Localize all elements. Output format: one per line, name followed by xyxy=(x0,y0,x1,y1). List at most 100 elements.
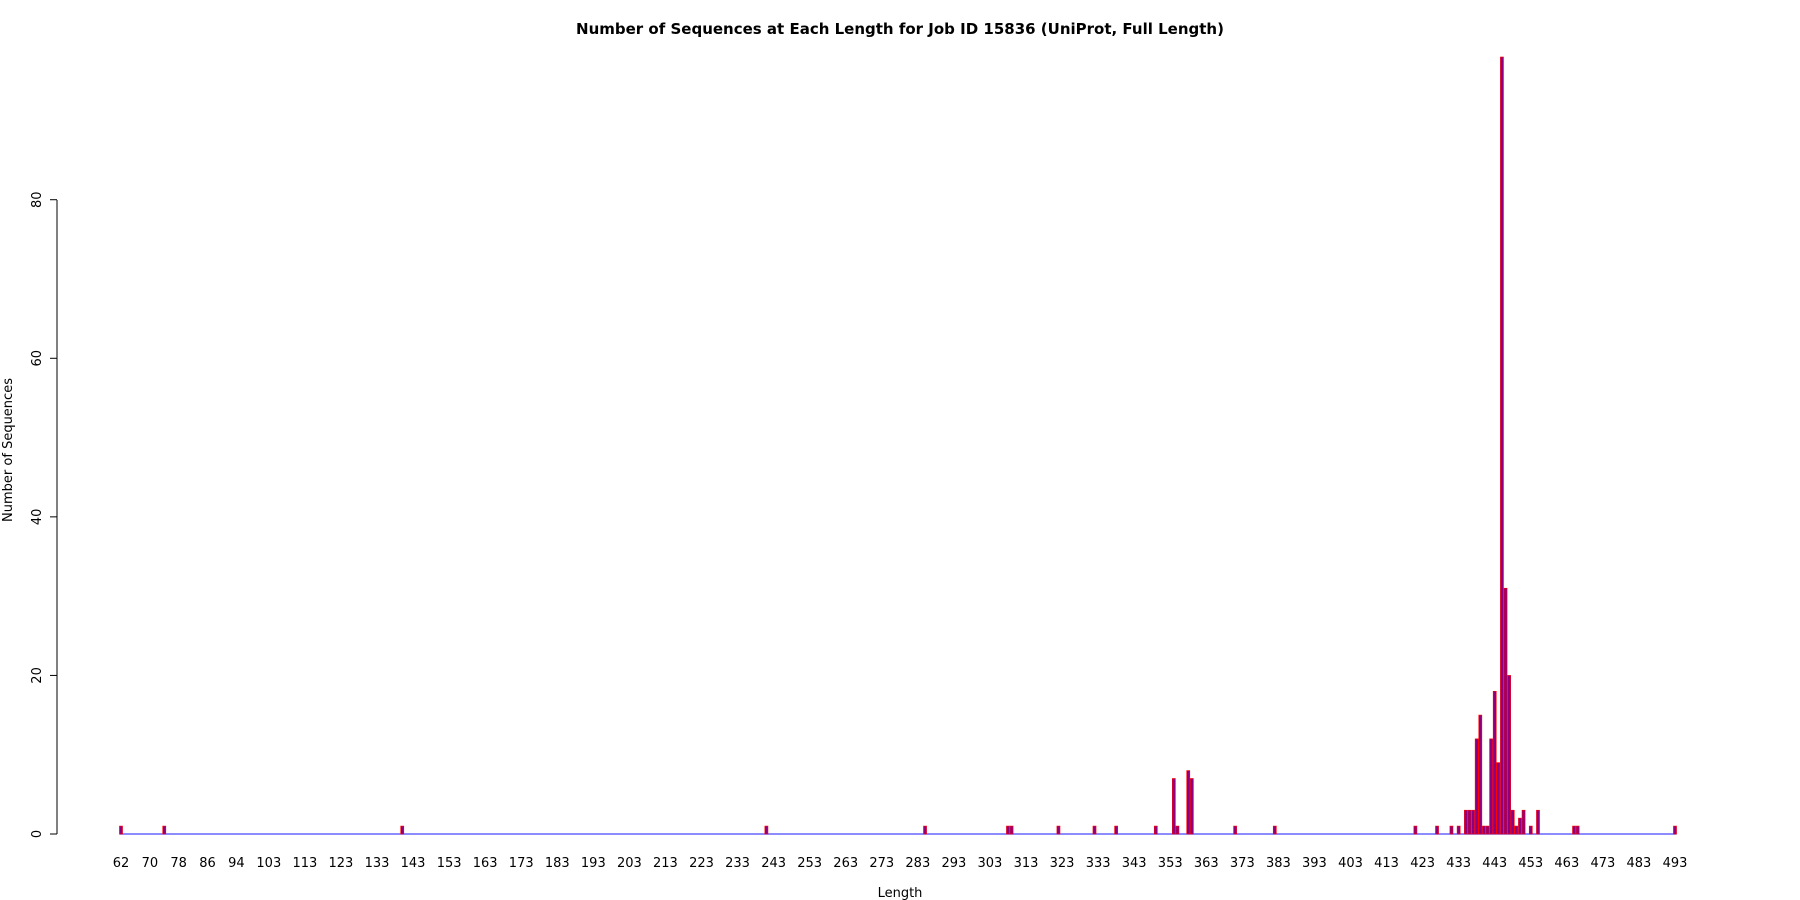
bar xyxy=(1456,825,1461,835)
bar xyxy=(1233,825,1237,835)
bar xyxy=(1153,825,1158,835)
x-tick-label: 303 xyxy=(978,856,1003,871)
x-tick-label: 403 xyxy=(1338,856,1363,871)
x-tick-label: 383 xyxy=(1266,856,1291,871)
bar xyxy=(1092,825,1097,835)
bar xyxy=(1471,809,1475,835)
bar xyxy=(1175,825,1180,835)
x-tick-label: 133 xyxy=(365,856,390,871)
x-tick-label: 463 xyxy=(1554,856,1579,871)
bar xyxy=(400,825,405,835)
bar xyxy=(1413,825,1418,835)
x-tick-label: 343 xyxy=(1122,856,1147,871)
bars xyxy=(119,56,1677,835)
x-tick-label: 243 xyxy=(761,856,786,871)
y-axis-label: Number of Sequences xyxy=(1,378,16,522)
bar xyxy=(1464,809,1468,835)
y-tick-label: 80 xyxy=(30,191,45,208)
x-tick-label: 103 xyxy=(256,856,281,871)
bar xyxy=(1467,809,1472,835)
bar xyxy=(1518,817,1522,835)
x-tick-label: 70 xyxy=(142,856,159,871)
x-tick-label: 183 xyxy=(545,856,570,871)
y-tick-label: 60 xyxy=(30,350,45,367)
x-tick-label: 353 xyxy=(1158,856,1183,871)
x-tick-label: 203 xyxy=(617,856,642,871)
bar xyxy=(764,825,769,835)
x-tick-label: 213 xyxy=(653,856,678,871)
x-tick-label: 373 xyxy=(1230,856,1255,871)
bar xyxy=(1449,825,1454,835)
bar xyxy=(923,825,927,835)
bar xyxy=(1482,825,1486,835)
bar xyxy=(1673,825,1677,835)
x-tick-label: 143 xyxy=(401,856,426,871)
x-tick-label: 493 xyxy=(1663,856,1688,871)
bar xyxy=(1272,825,1277,835)
bar xyxy=(1496,762,1501,835)
bar xyxy=(1114,825,1118,835)
x-tick-label: 433 xyxy=(1446,856,1471,871)
bar xyxy=(1056,825,1061,835)
x-tick-label: 173 xyxy=(509,856,534,871)
x-tick-label: 453 xyxy=(1518,856,1543,871)
bar xyxy=(1485,825,1490,835)
bar xyxy=(1528,825,1533,835)
y-tick-label: 20 xyxy=(30,667,45,684)
x-axis-label: Length xyxy=(878,886,923,900)
chart-title: Number of Sequences at Each Length for J… xyxy=(576,20,1224,38)
x-tick-label: 123 xyxy=(329,856,354,871)
y-tick-label: 0 xyxy=(30,830,45,838)
bar xyxy=(1474,738,1479,835)
bar xyxy=(1510,809,1515,835)
x-ticks: 62 70 78 86 94 103 113 123 133 143 153 163 173 183 193… xyxy=(113,856,1688,871)
bar xyxy=(1507,675,1511,835)
x-tick-label: 263 xyxy=(833,856,858,871)
bar xyxy=(1186,770,1191,835)
bar xyxy=(1006,825,1010,835)
x-tick-label: 78 xyxy=(170,856,187,871)
bar xyxy=(1536,809,1540,835)
bar xyxy=(1492,690,1497,835)
bar xyxy=(1009,825,1014,835)
x-tick-label: 253 xyxy=(797,856,822,871)
x-tick-label: 293 xyxy=(941,856,966,871)
x-tick-label: 443 xyxy=(1482,856,1507,871)
x-tick-label: 223 xyxy=(689,856,714,871)
x-tick-label: 163 xyxy=(473,856,498,871)
x-tick-label: 333 xyxy=(1086,856,1111,871)
bar xyxy=(1171,778,1176,835)
x-tick-label: 273 xyxy=(869,856,894,871)
bar xyxy=(1503,587,1508,835)
bar xyxy=(1575,825,1580,835)
bar xyxy=(1521,809,1526,835)
x-tick-label: 393 xyxy=(1302,856,1327,871)
x-tick-label: 86 xyxy=(199,856,216,871)
bar xyxy=(119,825,123,835)
x-tick-label: 113 xyxy=(292,856,317,871)
x-tick-label: 153 xyxy=(437,856,462,871)
bar xyxy=(1435,825,1439,835)
x-tick-label: 473 xyxy=(1590,856,1615,871)
bar xyxy=(1489,738,1493,835)
x-tick-label: 283 xyxy=(905,856,930,871)
x-tick-label: 483 xyxy=(1627,856,1652,871)
x-tick-label: 323 xyxy=(1050,856,1075,871)
bar xyxy=(1500,56,1504,835)
x-tick-label: 62 xyxy=(113,856,130,871)
y-ticks: 0 20 40 60 80 xyxy=(30,191,57,838)
bar xyxy=(1514,825,1519,835)
x-tick-label: 313 xyxy=(1014,856,1039,871)
x-tick-label: 94 xyxy=(228,856,245,871)
bar xyxy=(1478,714,1483,835)
x-tick-label: 363 xyxy=(1194,856,1219,871)
x-tick-label: 193 xyxy=(581,856,606,871)
bar xyxy=(162,825,167,835)
y-tick-label: 40 xyxy=(30,509,45,526)
x-tick-label: 413 xyxy=(1374,856,1399,871)
bar xyxy=(1572,825,1576,835)
x-tick-label: 233 xyxy=(725,856,750,871)
bar xyxy=(1190,778,1194,835)
x-tick-label: 423 xyxy=(1410,856,1435,871)
